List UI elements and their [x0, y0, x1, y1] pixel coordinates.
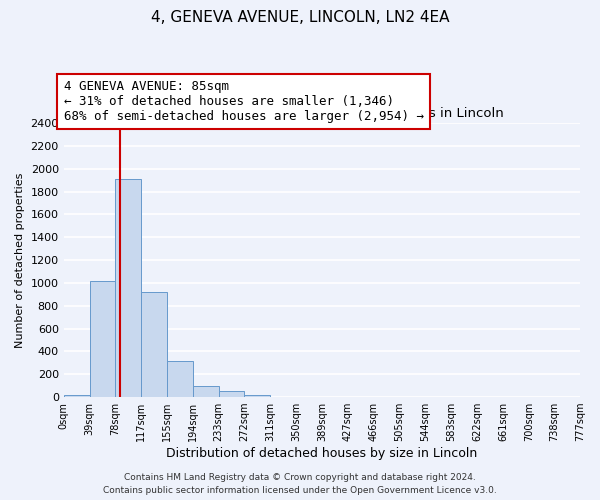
- X-axis label: Distribution of detached houses by size in Lincoln: Distribution of detached houses by size …: [166, 447, 478, 460]
- Bar: [64, 395, 89, 397]
- Bar: [115, 179, 142, 397]
- Y-axis label: Number of detached properties: Number of detached properties: [15, 172, 25, 348]
- Bar: [193, 386, 218, 397]
- Bar: [244, 395, 271, 397]
- Bar: [142, 292, 167, 397]
- Bar: [167, 361, 193, 397]
- Text: 4, GENEVA AVENUE, LINCOLN, LN2 4EA: 4, GENEVA AVENUE, LINCOLN, LN2 4EA: [151, 10, 449, 25]
- Bar: [218, 392, 244, 397]
- Title: Size of property relative to detached houses in Lincoln: Size of property relative to detached ho…: [139, 108, 504, 120]
- Text: Contains HM Land Registry data © Crown copyright and database right 2024.
Contai: Contains HM Land Registry data © Crown c…: [103, 474, 497, 495]
- Bar: [271, 396, 296, 397]
- Text: 4 GENEVA AVENUE: 85sqm
← 31% of detached houses are smaller (1,346)
68% of semi-: 4 GENEVA AVENUE: 85sqm ← 31% of detached…: [64, 80, 424, 123]
- Bar: [89, 280, 115, 397]
